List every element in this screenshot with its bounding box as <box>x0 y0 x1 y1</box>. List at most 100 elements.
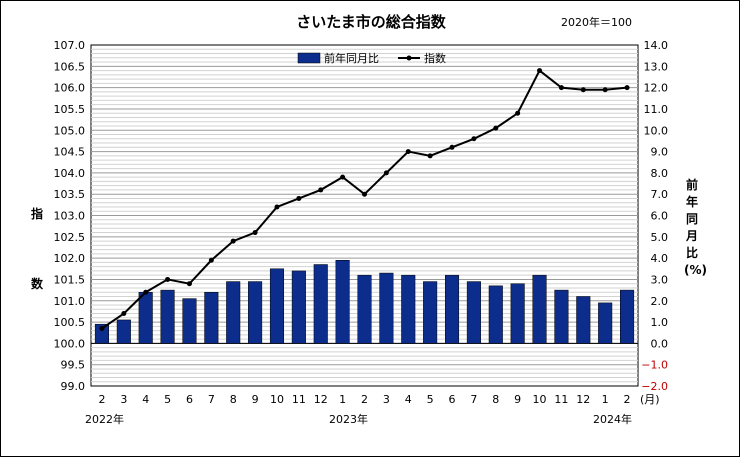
left-tick-label: 106.0 <box>54 82 86 95</box>
right-tick-label: 4.0 <box>651 252 669 265</box>
index-point-1 <box>121 311 127 317</box>
right-tick-label: 13.0 <box>644 60 669 73</box>
year-label-2022: 2022年 <box>85 413 124 426</box>
index-point-5 <box>208 257 214 263</box>
right-tick-label: 6.0 <box>651 210 669 223</box>
legend-bar-label: 前年同月比 <box>324 51 379 65</box>
right-tick-label: 11.0 <box>644 103 669 116</box>
bar-8 <box>269 268 285 344</box>
right-tick-label: 9.0 <box>651 146 669 159</box>
index-point-4 <box>186 281 192 287</box>
left-tick-label: 106.5 <box>54 60 86 73</box>
x-tick-label: 3 <box>120 393 127 406</box>
index-point-18 <box>493 125 499 131</box>
index-point-6 <box>230 238 236 244</box>
bar-4 <box>182 298 197 344</box>
x-tick-label: 10 <box>533 393 547 406</box>
index-point-24 <box>624 85 630 91</box>
left-tick-label: 101.5 <box>54 273 86 286</box>
index-point-9 <box>296 195 302 201</box>
bar-9 <box>291 270 306 344</box>
index-point-2 <box>143 289 149 295</box>
x-tick-label: 9 <box>514 393 521 406</box>
legend-line-marker <box>406 55 412 61</box>
index-point-10 <box>318 187 324 193</box>
right-tick-label: 0.0 <box>651 337 669 350</box>
x-tick-label: 12 <box>576 393 590 406</box>
index-point-3 <box>165 276 171 282</box>
index-point-16 <box>449 144 455 150</box>
x-tick-label: 8 <box>492 393 499 406</box>
x-tick-label: 2 <box>361 393 368 406</box>
bar-21 <box>554 289 569 344</box>
year-label-2023: 2023年 <box>329 413 368 426</box>
right-tick-label: −1.0 <box>641 359 668 372</box>
index-point-8 <box>274 204 280 210</box>
bar-1 <box>116 319 131 344</box>
x-tick-label: 8 <box>230 393 237 406</box>
index-point-21 <box>558 85 564 91</box>
right-tick-label: 2.0 <box>651 295 669 308</box>
bar-23 <box>598 302 613 344</box>
left-tick-label: 104.5 <box>54 146 86 159</box>
x-tick-label: 2 <box>624 393 631 406</box>
index-point-15 <box>427 153 433 159</box>
x-tick-label: 5 <box>164 393 171 406</box>
index-point-11 <box>340 174 346 180</box>
bar-15 <box>423 281 438 344</box>
bar-12 <box>357 274 372 344</box>
bar-6 <box>226 281 241 344</box>
line-series <box>99 68 630 331</box>
legend-bar-swatch <box>297 52 321 64</box>
right-tick-label: 1.0 <box>651 316 669 329</box>
right-tick-labels: −2.0 −1.0 0.0 1.0 2.0 3.0 4.0 5.0 6.0 7.0 8.0 9.0 10… <box>641 39 668 393</box>
right-tick-label: 10.0 <box>644 124 669 137</box>
x-tick-label: 7 <box>208 393 215 406</box>
x-tick-label: 9 <box>252 393 259 406</box>
bar-10 <box>313 264 328 344</box>
left-tick-label: 102.0 <box>54 252 86 265</box>
left-tick-label: 102.5 <box>54 231 86 244</box>
x-tick-label: 1 <box>602 393 609 406</box>
left-tick-label: 100.5 <box>54 316 86 329</box>
index-point-20 <box>537 68 543 74</box>
x-tick-label: 6 <box>186 393 193 406</box>
left-tick-label: 101.0 <box>54 295 86 308</box>
index-point-7 <box>252 230 258 236</box>
chart-title: さいたま市の総合指数 <box>296 13 446 31</box>
bar-5 <box>204 291 219 344</box>
left-tick-label: 100.0 <box>54 337 86 350</box>
bar-11 <box>335 260 350 344</box>
right-tick-label: 8.0 <box>651 167 669 180</box>
right-tick-label: 5.0 <box>651 231 669 244</box>
left-tick-label: 103.5 <box>54 188 86 201</box>
bar-17 <box>466 281 481 344</box>
bar-22 <box>576 296 591 344</box>
index-point-23 <box>602 87 608 93</box>
bar-series <box>94 260 635 344</box>
right-tick-label: 3.0 <box>651 273 669 286</box>
left-tick-labels: 99.0 99.5 100.0 100.5 101.0 101.5 102.0 102.5 10… <box>54 39 86 393</box>
bar-18 <box>488 285 503 344</box>
x-tick-label: 1 <box>339 393 346 406</box>
bar-14 <box>401 274 416 344</box>
x-tick-label: 5 <box>427 393 434 406</box>
x-tick-label: 12 <box>314 393 328 406</box>
x-tick-label: 11 <box>292 393 306 406</box>
left-tick-label: 105.5 <box>54 103 86 116</box>
bar-16 <box>444 274 460 344</box>
x-tick-label: 6 <box>449 393 456 406</box>
x-tick-label: 2 <box>98 393 105 406</box>
index-point-22 <box>580 87 586 93</box>
bar-2 <box>138 291 153 344</box>
bar-20 <box>532 274 547 344</box>
bar-3 <box>160 289 175 344</box>
right-tick-label: 12.0 <box>644 82 669 95</box>
bar-24 <box>620 289 635 344</box>
left-tick-label: 107.0 <box>54 39 86 52</box>
base-year-note: 2020年＝100 <box>561 16 632 29</box>
legend: 前年同月比 指数 <box>297 51 446 65</box>
year-label-2024: 2024年 <box>593 413 632 426</box>
